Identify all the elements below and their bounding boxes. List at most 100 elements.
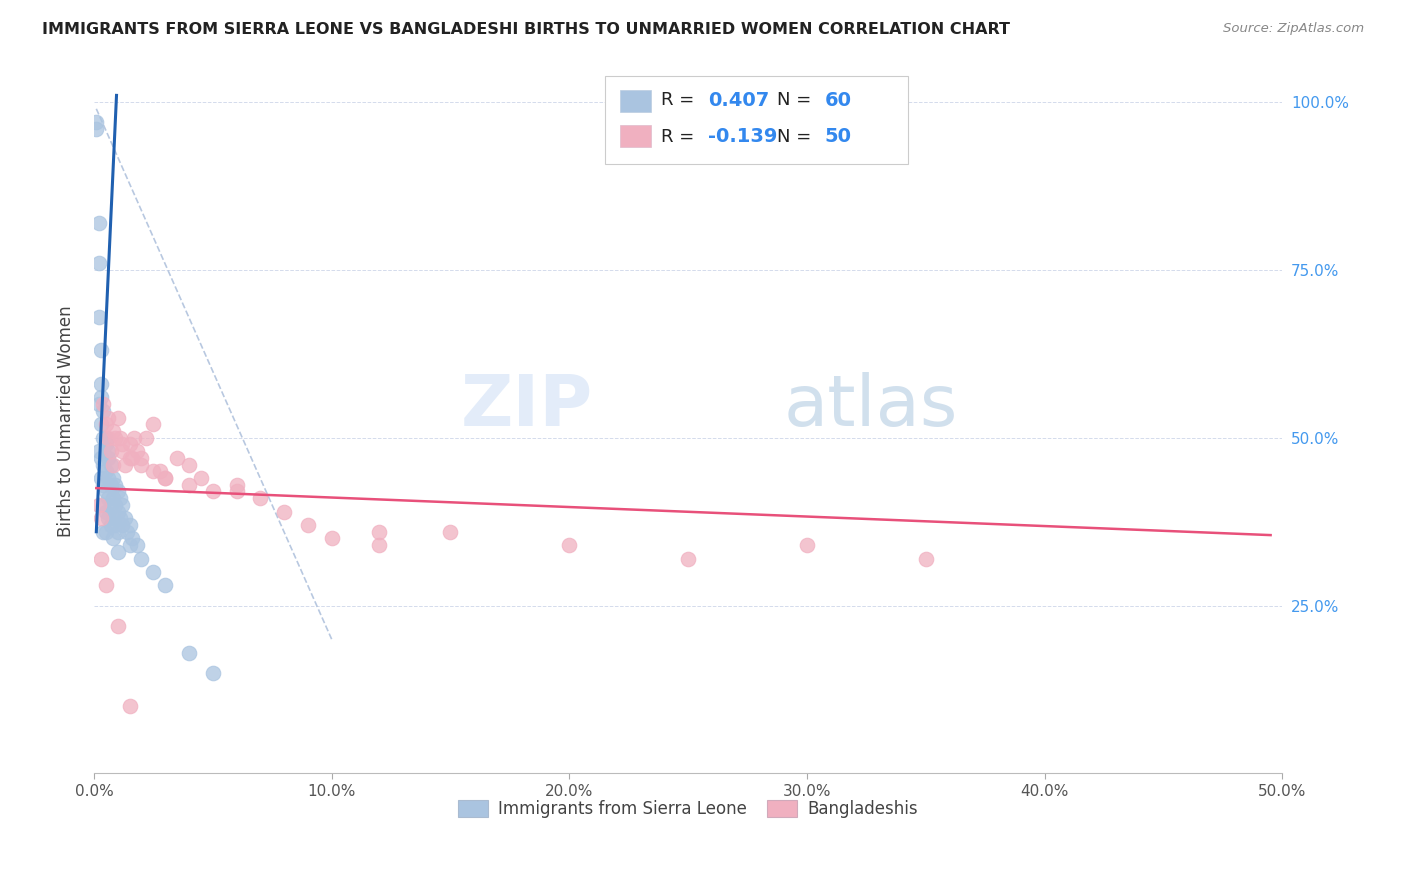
Point [90, 450, 112, 465]
Point [84, 115, 107, 129]
Point [87, 216, 110, 230]
Point [118, 518, 141, 533]
Point [93, 397, 115, 411]
Point [90, 417, 112, 432]
Point [94, 578, 117, 592]
Point [201, 484, 224, 499]
Point [107, 545, 129, 559]
Point [118, 450, 141, 465]
Point [90, 551, 112, 566]
Point [297, 518, 319, 533]
FancyBboxPatch shape [605, 76, 908, 164]
Point [118, 538, 141, 552]
Point [166, 450, 188, 465]
Point [149, 464, 172, 478]
FancyBboxPatch shape [620, 125, 651, 147]
Point [114, 511, 136, 525]
Text: -0.139: -0.139 [709, 128, 778, 146]
Text: IMMIGRANTS FROM SIERRA LEONE VS BANGLADESHI BIRTHS TO UNMARRIED WOMEN CORRELATIO: IMMIGRANTS FROM SIERRA LEONE VS BANGLADE… [42, 22, 1010, 37]
Point [111, 444, 134, 458]
Point [155, 471, 177, 485]
Text: Source: ZipAtlas.com: Source: ZipAtlas.com [1223, 22, 1364, 36]
Point [87, 310, 110, 324]
Point [93, 477, 115, 491]
Point [273, 505, 295, 519]
Point [111, 498, 134, 512]
Point [90, 377, 112, 392]
Y-axis label: Births to Unmarried Women: Births to Unmarried Women [58, 305, 75, 537]
Point [104, 498, 127, 512]
Point [249, 491, 271, 505]
Point [118, 699, 141, 714]
Point [100, 458, 122, 472]
Point [101, 424, 124, 438]
Point [107, 410, 129, 425]
Point [84, 122, 107, 136]
Point [101, 532, 124, 546]
Point [125, 538, 148, 552]
Point [915, 551, 938, 566]
Text: N =: N = [778, 128, 817, 146]
Point [97, 511, 120, 525]
Point [94, 417, 117, 432]
Point [796, 538, 818, 552]
Text: N =: N = [778, 91, 817, 109]
Point [125, 444, 148, 458]
Point [101, 458, 124, 472]
Text: 0.407: 0.407 [709, 91, 769, 110]
Point [93, 431, 115, 445]
Point [100, 498, 122, 512]
Point [177, 646, 200, 660]
Point [97, 410, 120, 425]
Point [97, 450, 120, 465]
Point [94, 484, 117, 499]
Point [121, 450, 143, 465]
FancyBboxPatch shape [620, 90, 651, 112]
Point [104, 477, 127, 491]
Point [94, 464, 117, 478]
Point [155, 471, 177, 485]
Point [439, 524, 461, 539]
Point [94, 431, 117, 445]
Point [558, 538, 581, 552]
Point [107, 524, 129, 539]
Point [368, 538, 391, 552]
Point [104, 431, 127, 445]
Text: R =: R = [661, 91, 700, 109]
Point [177, 458, 200, 472]
Text: 50: 50 [825, 128, 852, 146]
Point [97, 431, 120, 445]
Point [107, 484, 129, 499]
Point [93, 404, 115, 418]
Point [155, 578, 177, 592]
Point [124, 431, 146, 445]
Text: 60: 60 [825, 91, 852, 110]
Point [676, 551, 699, 566]
Point [107, 618, 129, 632]
Point [135, 431, 157, 445]
Point [121, 532, 143, 546]
Point [97, 444, 120, 458]
Point [108, 431, 131, 445]
Point [100, 444, 122, 458]
Point [97, 471, 120, 485]
Point [90, 343, 112, 358]
Point [93, 498, 115, 512]
Point [104, 518, 127, 533]
Point [131, 458, 153, 472]
Point [94, 524, 117, 539]
Point [100, 518, 122, 533]
Point [101, 491, 124, 505]
Point [201, 665, 224, 680]
Point [177, 477, 200, 491]
Point [108, 511, 131, 525]
Legend: Immigrants from Sierra Leone, Bangladeshis: Immigrants from Sierra Leone, Bangladesh… [451, 794, 925, 825]
Point [190, 471, 212, 485]
Point [87, 444, 110, 458]
Point [131, 450, 153, 465]
Point [225, 484, 247, 499]
Point [90, 391, 112, 405]
Point [142, 565, 165, 579]
Point [225, 477, 247, 491]
Point [87, 498, 110, 512]
